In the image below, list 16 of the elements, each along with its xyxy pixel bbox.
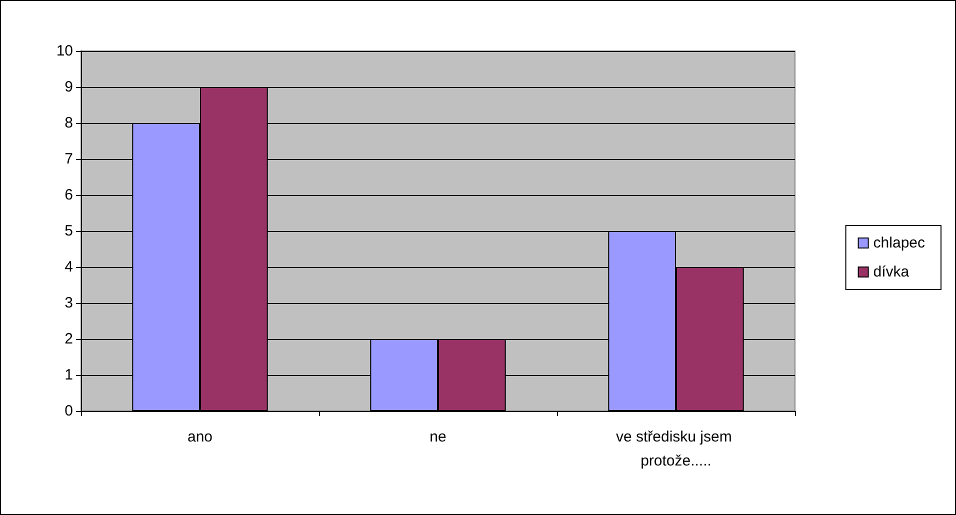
x-tick-label: ve středisku jsem protože..... [616, 428, 736, 470]
y-tick-label: 9 [64, 78, 73, 96]
y-tick-label: 8 [64, 114, 73, 132]
y-tick-label: 7 [64, 150, 73, 168]
y-tick-label: 0 [64, 402, 73, 420]
legend-label: chlapec [873, 234, 926, 252]
y-tick-label: 3 [64, 294, 73, 312]
x-tick-label: ne [430, 428, 446, 446]
y-tick-label: 5 [64, 222, 73, 240]
y-tick-label: 1 [64, 366, 73, 384]
y-tick-label: 2 [64, 330, 73, 348]
legend-label: dívka [873, 264, 910, 280]
y-tick-label: 6 [64, 186, 73, 204]
y-tick-label: 10 [56, 42, 73, 60]
x-tick-label: ano [187, 428, 213, 446]
y-tick-label: 4 [64, 258, 73, 276]
